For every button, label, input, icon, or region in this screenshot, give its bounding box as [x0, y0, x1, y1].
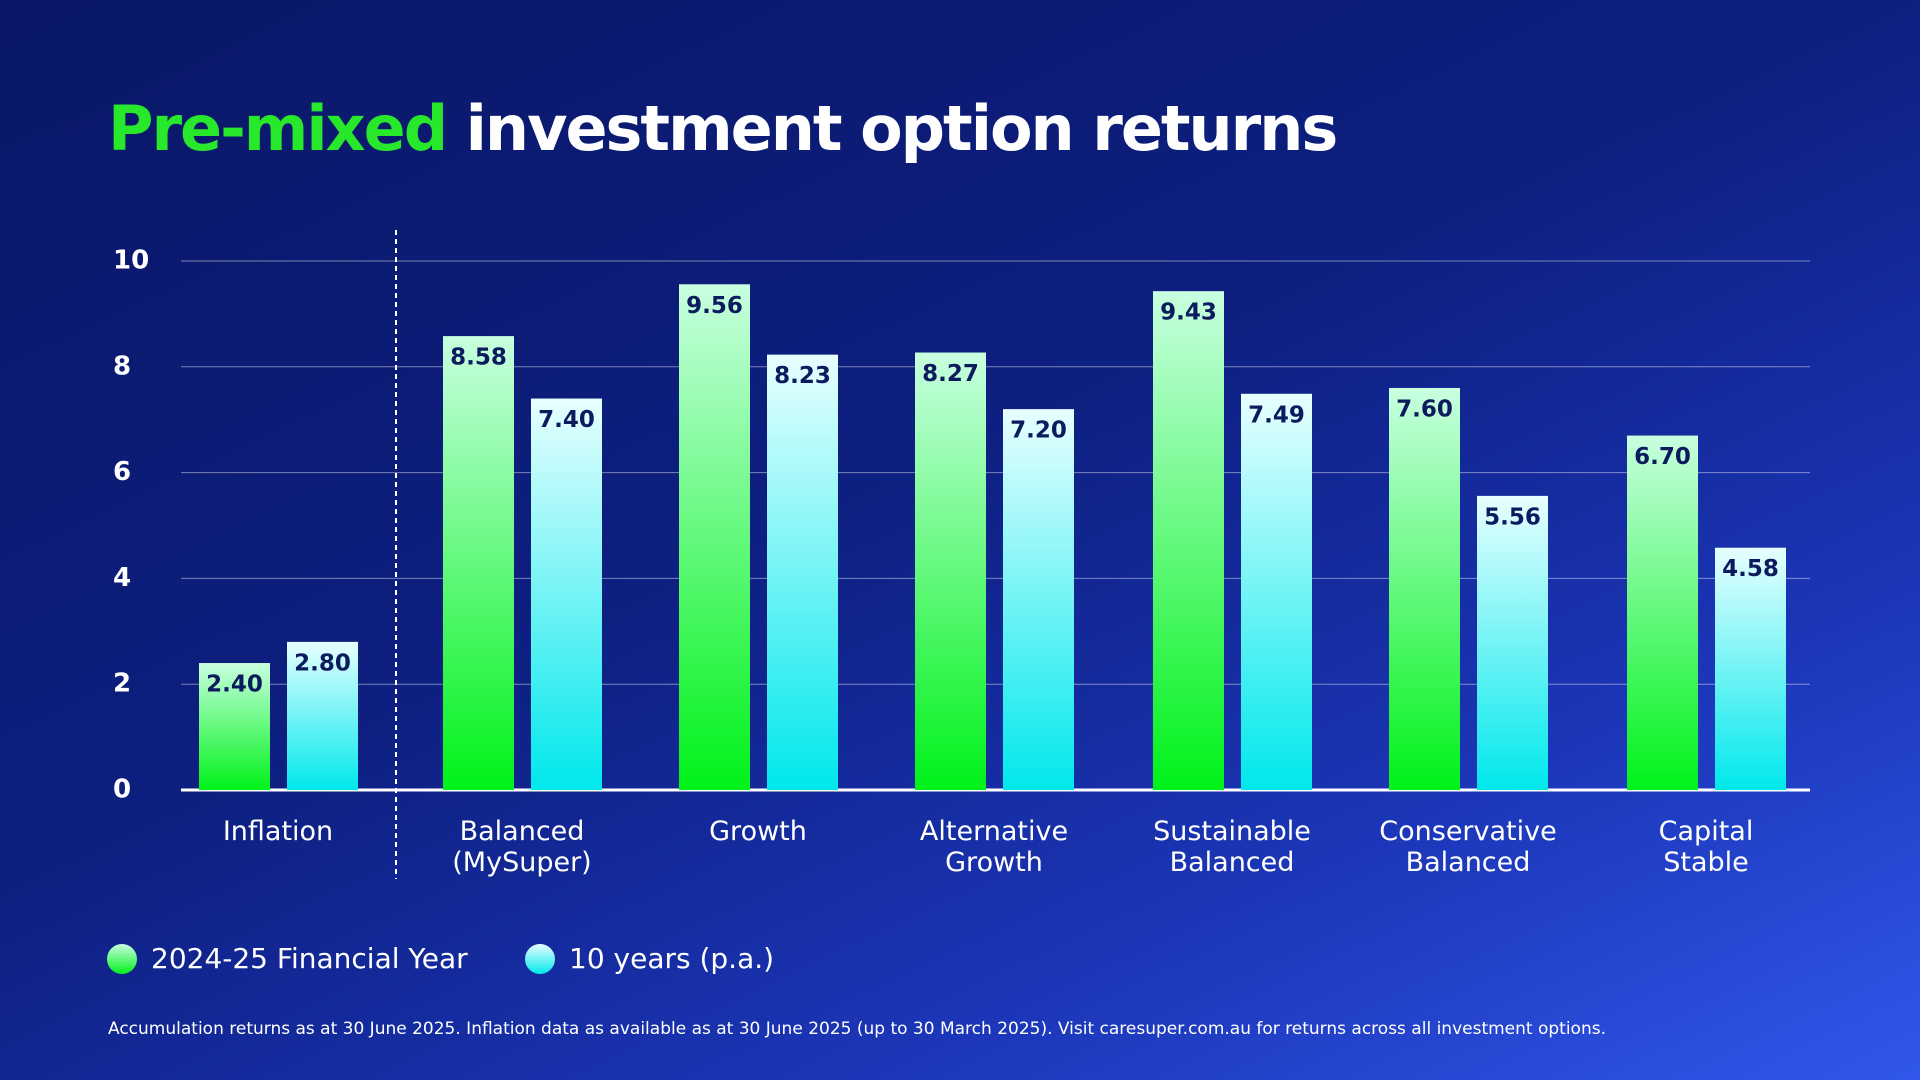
value-label: 7.49 — [1248, 402, 1305, 428]
legend-label: 10 years (p.a.) — [569, 942, 774, 975]
bar — [915, 352, 986, 790]
x-tick-label: Conservative Balanced — [1379, 816, 1557, 878]
legend-swatch — [107, 944, 137, 974]
bar — [199, 663, 270, 790]
chart-title: Pre-mixed investment option returns — [108, 92, 1339, 165]
x-tick-label: Balanced (MySuper) — [452, 816, 592, 878]
bar — [767, 354, 838, 790]
y-tick-label: 8 — [113, 351, 131, 381]
y-tick-label: 10 — [113, 246, 149, 276]
bar — [1003, 409, 1074, 790]
y-tick-label: 2 — [113, 669, 131, 699]
title-text: investment option returns — [465, 92, 1339, 165]
value-label: 8.27 — [922, 361, 979, 387]
footnote: Accumulation returns as at 30 June 2025.… — [108, 1019, 1606, 1039]
value-label: 7.20 — [1010, 418, 1067, 444]
bar — [287, 641, 358, 790]
value-label: 2.40 — [206, 672, 263, 698]
bar — [443, 336, 514, 790]
x-tick-label: Inflation — [222, 816, 334, 847]
legend-swatch — [525, 944, 555, 974]
x-tick-label: Alternative Growth — [919, 816, 1069, 878]
x-tick-label: Growth — [709, 816, 807, 847]
value-label: 6.70 — [1634, 444, 1691, 470]
value-label: 2.80 — [294, 650, 351, 676]
value-label: 7.60 — [1396, 396, 1453, 422]
y-tick-label: 6 — [113, 457, 131, 487]
value-label: 8.23 — [774, 363, 831, 389]
bar — [531, 398, 602, 790]
bar — [1153, 291, 1224, 790]
value-label: 9.43 — [1160, 300, 1217, 326]
bar — [1715, 547, 1786, 790]
value-label: 8.58 — [450, 345, 507, 371]
bar — [1241, 393, 1312, 790]
x-tick-label: Capital Stable — [1658, 816, 1754, 878]
y-tick-label: 0 — [113, 775, 131, 805]
value-label: 4.58 — [1722, 556, 1779, 582]
bar — [1477, 495, 1548, 790]
legend-label: 2024-25 Financial Year — [151, 942, 468, 975]
x-tick-label: Sustainable Balanced — [1153, 816, 1311, 878]
title-highlight: Pre-mixed — [108, 92, 448, 165]
value-label: 7.40 — [538, 407, 595, 433]
value-label: 5.56 — [1484, 504, 1541, 530]
bar — [1389, 387, 1460, 790]
bar — [679, 284, 750, 790]
bar — [1627, 435, 1698, 790]
y-tick-label: 4 — [113, 563, 131, 593]
value-label: 9.56 — [686, 293, 743, 319]
